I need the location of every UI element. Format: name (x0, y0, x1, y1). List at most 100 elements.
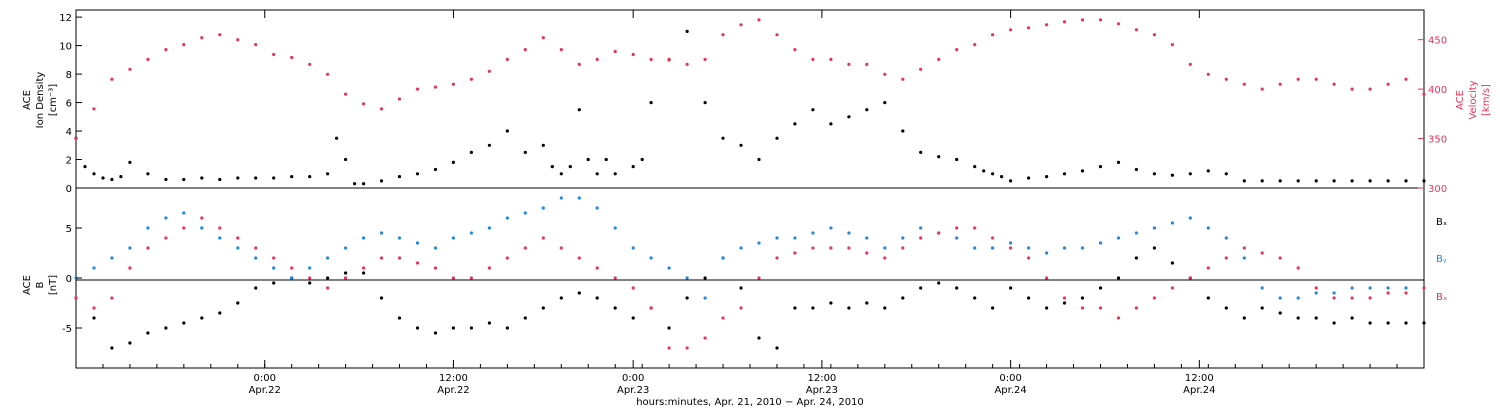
by-point (1404, 286, 1408, 290)
velocity-point (254, 43, 258, 47)
velocity-point (739, 23, 743, 27)
density-tick-label: 0 (66, 184, 72, 195)
bx-point (326, 276, 330, 280)
bx-point (200, 316, 204, 320)
by-point (1134, 231, 1138, 235)
velocity-point (236, 38, 240, 42)
bz-point (1242, 246, 1246, 250)
velocity-point (1152, 33, 1156, 37)
bx-point (973, 296, 977, 300)
by-point (415, 241, 420, 245)
by-point (272, 266, 276, 270)
velocity-tick-label: 450 (1428, 36, 1447, 47)
by-point (128, 246, 132, 250)
bx-point (865, 301, 869, 305)
velocity-point (811, 57, 815, 62)
x-tick-time-label: 12:00 (1185, 373, 1214, 384)
density-tick-label: 4 (66, 127, 72, 138)
by-point (1027, 246, 1031, 250)
velocity-point (487, 69, 491, 73)
density-point (379, 179, 384, 183)
x-tick-time-label: 0:00 (253, 373, 275, 384)
bz-point (362, 266, 366, 270)
bx-point (1009, 286, 1013, 290)
velocity-point (613, 49, 617, 54)
by-point (344, 246, 348, 250)
by-point (829, 226, 833, 230)
bx-point (1296, 316, 1300, 320)
density-point (649, 101, 653, 105)
density-point (353, 182, 357, 186)
bz-point (74, 296, 78, 300)
bx-point (937, 281, 941, 285)
velocity-point (1027, 26, 1031, 30)
density-point (1278, 179, 1282, 183)
velocity-axis-label-line2: Velocity (1468, 80, 1479, 119)
density-point (1170, 173, 1174, 177)
density-point (604, 157, 608, 162)
density-point (1080, 169, 1085, 173)
density-point (487, 143, 491, 147)
b-tick-label: -5 (62, 324, 72, 335)
by-point (1170, 221, 1174, 225)
density-point (568, 165, 572, 169)
by-point (1278, 296, 1282, 300)
velocity-point (847, 62, 851, 66)
by-point (1080, 246, 1085, 250)
velocity-point (433, 85, 438, 89)
by-point (721, 256, 725, 260)
density-point (92, 172, 96, 176)
density-point (1000, 175, 1004, 179)
by-point (1206, 226, 1210, 230)
bz-point (1386, 291, 1390, 295)
velocity-point (1260, 87, 1264, 91)
density-point (326, 172, 330, 176)
by-point (469, 231, 473, 235)
velocity-point (1278, 82, 1282, 86)
density-point (865, 108, 869, 112)
density-point (182, 177, 186, 182)
velocity-point (1224, 77, 1228, 81)
velocity-point (469, 77, 473, 81)
velocity-point (649, 57, 653, 62)
density-point (146, 172, 150, 176)
bz-point (164, 236, 168, 240)
by-point (1314, 291, 1318, 295)
bx-point (775, 346, 779, 350)
velocity-point (182, 43, 186, 47)
by-point (379, 231, 384, 235)
density-point (308, 175, 312, 179)
density-point (1009, 179, 1013, 183)
by-point (577, 196, 581, 200)
bx-point (523, 316, 527, 320)
bz-point (829, 246, 833, 250)
bx-point (469, 326, 473, 330)
bz-point (1062, 296, 1067, 300)
bx-point (92, 316, 96, 320)
by-point (649, 256, 653, 260)
by-point (236, 246, 240, 250)
bx-point (883, 306, 887, 310)
density-point (775, 136, 779, 140)
density-point (1116, 160, 1121, 164)
bx-point (1152, 246, 1156, 250)
bz-point (1098, 306, 1103, 310)
density-point (218, 177, 222, 182)
bx-point (613, 306, 617, 310)
bx-point (379, 296, 384, 300)
bz-point (973, 226, 977, 230)
velocity-point (344, 92, 348, 96)
by-point (1062, 246, 1067, 250)
by-point (793, 236, 797, 240)
by-point (182, 211, 186, 215)
velocity-point (326, 72, 330, 76)
bx-point (218, 311, 222, 315)
bz-point (1260, 251, 1264, 255)
by-point (1009, 241, 1013, 245)
by-point (757, 241, 761, 245)
bx-point (1134, 256, 1138, 260)
bx-point (595, 296, 599, 300)
density-point (1206, 169, 1210, 173)
density-point (335, 136, 339, 140)
density-point (982, 169, 986, 173)
